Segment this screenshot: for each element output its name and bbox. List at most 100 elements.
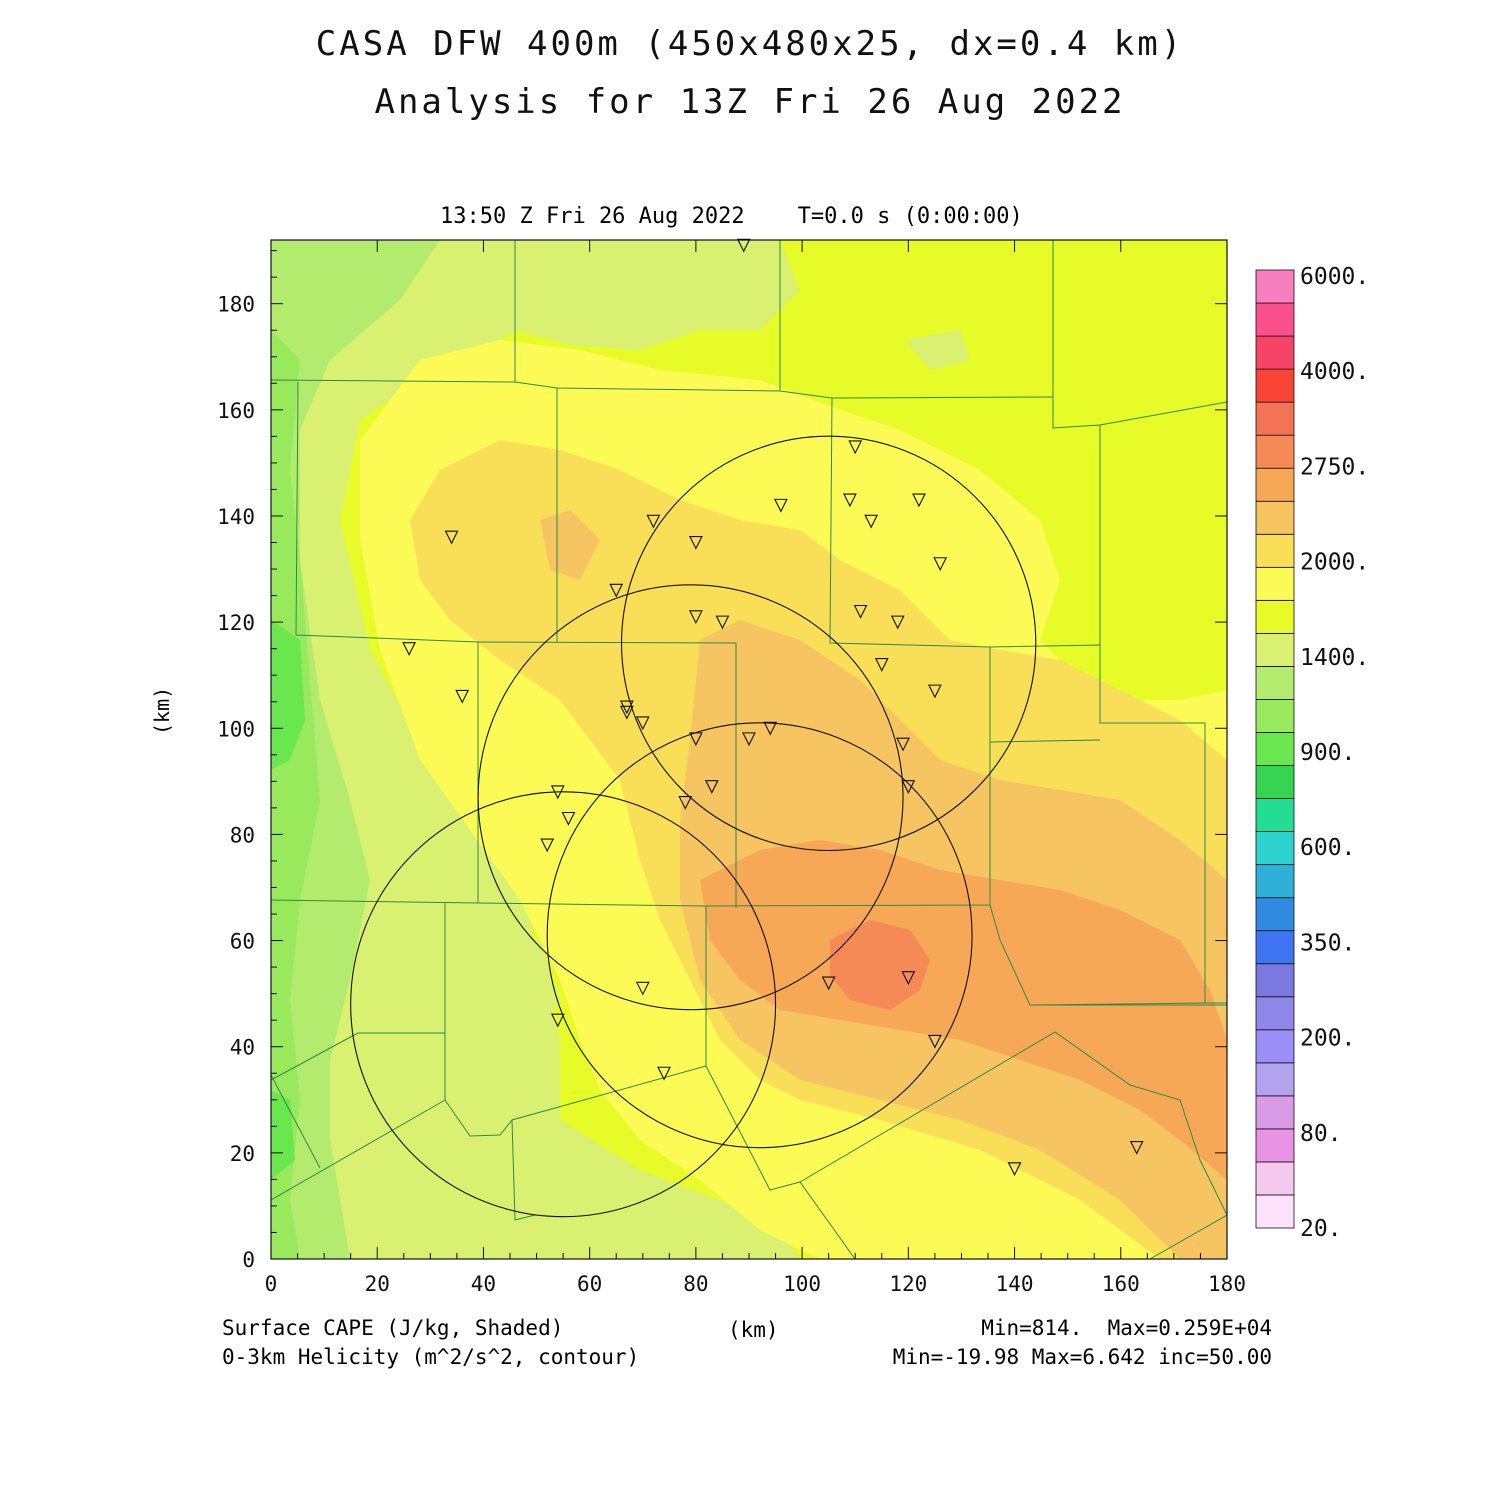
colorbar-swatch <box>1255 963 1295 998</box>
colorbar-swatch <box>1255 732 1295 766</box>
station-marker <box>688 732 703 747</box>
station-marker <box>927 1034 942 1049</box>
colorbar: 6000. 4000. 2750. 2000. 1400. 900. 600. 350. 200… <box>1255 264 1369 1242</box>
colorbar-swatch <box>1255 269 1295 304</box>
colorbar-label: 80. <box>1300 1121 1342 1147</box>
x-tick-label: 160 <box>1102 1272 1140 1296</box>
colorbar-swatch <box>1255 467 1295 502</box>
axes: 0 20 40 60 80 100 120 140 160 180 0 20 40 60 80 100 120 1… <box>217 240 1246 1296</box>
colorbar-swatch <box>1255 930 1295 965</box>
station-marker <box>874 658 889 672</box>
station-marker <box>864 514 879 529</box>
y-tick-label: 0 <box>242 1248 255 1272</box>
colorbar-swatch <box>1255 897 1295 932</box>
y-tick-label: 80 <box>230 823 255 847</box>
colorbar-swatch <box>1255 335 1295 370</box>
colorbar-swatch <box>1255 401 1295 436</box>
station-marker <box>927 684 942 699</box>
map-subtitle: Analysis for 13Z Fri 26 Aug 2022 <box>374 82 1126 122</box>
station-marker <box>688 535 703 550</box>
station-marker <box>933 557 948 571</box>
station-marker <box>1007 1162 1022 1177</box>
x-tick-label: 180 <box>1208 1272 1246 1296</box>
y-tick-label: 160 <box>217 399 255 423</box>
y-tick-label: 120 <box>217 611 255 635</box>
station-marker <box>736 238 751 253</box>
colorbar-label: 2000. <box>1300 550 1369 576</box>
cape-field <box>271 240 1227 1259</box>
colorbar-label: 1400. <box>1300 645 1369 671</box>
colorbar-label: 200. <box>1300 1026 1355 1052</box>
station-marker <box>561 811 576 826</box>
station-marker <box>715 615 730 630</box>
colorbar-swatch <box>1255 1029 1295 1064</box>
colorbar-swatch <box>1255 632 1295 667</box>
colorbar-swatch <box>1255 599 1295 634</box>
valid-time: 13:50 Z Fri 26 Aug 2022 T=0.0 s (0:00:00… <box>440 204 1023 229</box>
station-marker <box>635 981 650 996</box>
colorbar-swatch <box>1255 798 1295 832</box>
station-marker <box>609 583 624 598</box>
station-marker <box>646 514 661 529</box>
footer-contour-field: 0-3km Helicity (m^2/s^2, contour) <box>222 1345 640 1369</box>
colorbar-label: 2750. <box>1300 454 1369 480</box>
x-tick-label: 100 <box>783 1272 821 1296</box>
station-marker <box>550 1013 565 1028</box>
station-marker <box>635 716 650 731</box>
station-marker <box>848 440 863 455</box>
x-axis-label: (km) <box>728 1318 779 1342</box>
colorbar-swatch <box>1255 666 1295 700</box>
radar-ring-2 <box>477 584 904 1011</box>
x-tick-label: 120 <box>889 1272 927 1296</box>
station-marker <box>890 615 905 630</box>
x-tick-label: 20 <box>365 1272 390 1296</box>
y-tick-label: 180 <box>217 293 255 317</box>
colorbar-label: 4000. <box>1300 359 1369 385</box>
station-marker <box>444 530 459 545</box>
station-marker <box>678 796 693 810</box>
y-tick-label: 40 <box>230 1036 255 1060</box>
footer-helicity-range: Min=-19.98 Max=6.642 inc=50.00 <box>892 1345 1272 1369</box>
station-marker <box>853 604 868 619</box>
colorbar-label: 900. <box>1300 740 1355 766</box>
radar-ring-1 <box>620 435 1037 852</box>
station-marker <box>657 1066 671 1081</box>
station-marker <box>550 785 565 800</box>
colorbar-swatch <box>1255 434 1295 469</box>
colorbar-swatch <box>1255 1194 1295 1229</box>
station-marker <box>540 838 555 853</box>
footer-cape-range: Min=814. Max=0.259E+04 <box>981 1316 1272 1340</box>
y-tick-label: 140 <box>217 505 255 529</box>
map-title: CASA DFW 400m (450x480x25, dx=0.4 km) <box>315 24 1185 64</box>
station-marker <box>402 642 416 656</box>
colorbar-swatch <box>1255 302 1295 337</box>
station-marker <box>619 700 634 715</box>
county-boundaries <box>271 240 1227 1259</box>
x-tick-label: 140 <box>996 1272 1034 1296</box>
colorbar-swatch <box>1255 1095 1295 1130</box>
station-marker <box>688 610 703 625</box>
y-tick-label: 20 <box>230 1142 255 1166</box>
x-tick-label: 60 <box>577 1272 602 1296</box>
x-tick-label: 40 <box>471 1272 496 1296</box>
colorbar-swatch <box>1255 533 1295 568</box>
radar-ring-4 <box>350 791 777 1218</box>
colorbar-swatch <box>1255 831 1295 866</box>
colorbar-label: 20. <box>1300 1216 1342 1242</box>
station-marker <box>619 705 634 720</box>
colorbar-label: 350. <box>1300 930 1355 956</box>
colorbar-swatch <box>1255 1161 1295 1196</box>
colorbar-swatch <box>1255 996 1295 1031</box>
y-tick-label: 60 <box>230 930 255 954</box>
station-marker <box>821 976 836 991</box>
station-marker <box>455 689 470 704</box>
x-tick-label: 80 <box>683 1272 708 1296</box>
colorbar-swatch <box>1255 1128 1295 1163</box>
x-tick-label: 0 <box>265 1272 278 1296</box>
radar-rings <box>350 435 1037 1218</box>
station-markers <box>402 238 1144 1177</box>
colorbar-label: 600. <box>1300 835 1355 861</box>
colorbar-swatch <box>1255 1062 1295 1097</box>
station-marker <box>773 498 788 513</box>
